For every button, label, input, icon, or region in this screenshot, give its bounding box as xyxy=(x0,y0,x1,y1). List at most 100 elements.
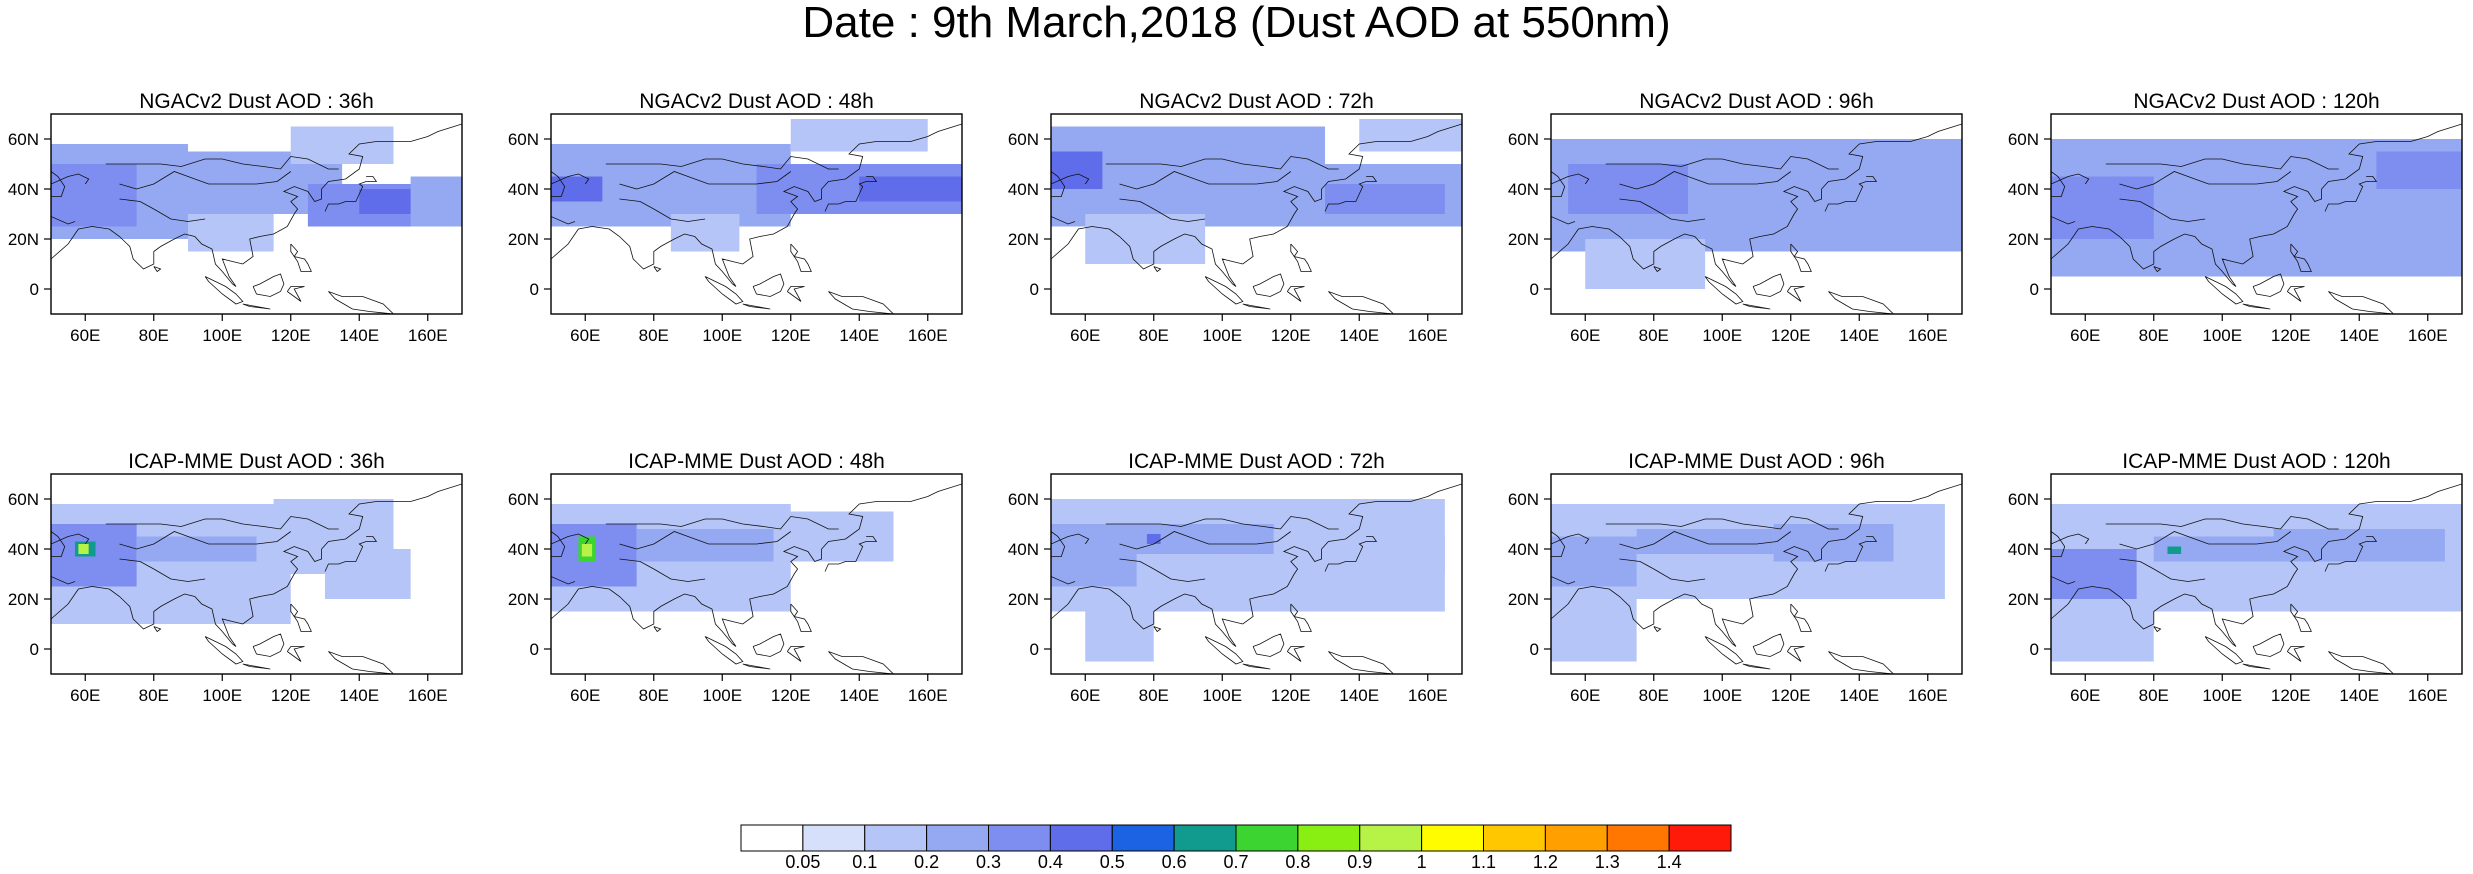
coastline xyxy=(551,173,590,185)
coastline xyxy=(2051,173,2090,185)
aod-map: 60N 40N 20N 0 60E 80E 100E 120E 140E 160E xyxy=(1508,113,1963,345)
colorbar-level-label: 0.05 xyxy=(785,852,821,872)
coastline xyxy=(619,171,792,190)
coastline xyxy=(1051,531,1066,557)
lat-tick-label: 0 xyxy=(30,640,39,659)
aod-map: 60N 40N 20N 0 60E 80E 100E 120E 140E 160E xyxy=(2008,113,2463,345)
coastline xyxy=(290,603,312,632)
coastline xyxy=(551,533,590,545)
colorbar-swatch xyxy=(1483,824,1546,852)
coastline xyxy=(2051,171,2066,197)
aod-cell xyxy=(636,529,774,562)
coastline xyxy=(1752,273,1785,297)
colorbar-swatch xyxy=(1544,824,1608,852)
lat-tick-label: 60N xyxy=(1508,490,1539,509)
lon-tick-label: 80E xyxy=(2139,326,2169,345)
coastline xyxy=(1051,173,1090,185)
lon-tick-label: 160E xyxy=(408,686,448,705)
coastline xyxy=(1551,576,1576,585)
lon-tick-label: 60E xyxy=(2070,326,2100,345)
map-panel: NGACv2 Dust AOD : 48h 60N 40N 20N 0 60E 80E 100… xyxy=(501,90,963,380)
coastline xyxy=(2324,176,2378,212)
lat-tick-label: 20N xyxy=(508,230,539,249)
coastline xyxy=(2204,636,2244,665)
aod-cell xyxy=(1568,164,1688,214)
aod-cell xyxy=(2051,549,2137,599)
coastline xyxy=(790,603,812,632)
coastline xyxy=(153,626,162,633)
coastline xyxy=(1619,171,1792,190)
coastline xyxy=(119,558,206,582)
coastline xyxy=(2119,171,2292,190)
coastline xyxy=(252,633,285,657)
aod-map: 60N 40N 20N 0 60E 80E 100E 120E 140E 160E xyxy=(1008,113,1463,345)
lon-tick-label: 80E xyxy=(139,686,169,705)
aod-cell xyxy=(51,164,137,227)
colorbar-swatch xyxy=(1049,824,1113,852)
colorbar-swatch xyxy=(1173,824,1237,852)
aod-cell xyxy=(790,119,928,152)
coastline xyxy=(119,198,206,222)
lon-tick-label: 100E xyxy=(1702,686,1742,705)
lon-tick-label: 80E xyxy=(1139,326,1169,345)
coastline xyxy=(1742,303,1771,310)
coastline xyxy=(2242,663,2271,670)
aod-cell xyxy=(1773,524,1894,562)
aod-cell xyxy=(188,214,274,252)
lon-tick-label: 120E xyxy=(271,686,311,705)
coastline xyxy=(2286,286,2305,302)
map-frame xyxy=(550,113,963,315)
lon-tick-label: 120E xyxy=(2271,326,2311,345)
aod-map: 60N 40N 20N 0 60E 80E 100E 120E 140E 160E xyxy=(1508,473,1963,705)
colorbar-level-label: 1.1 xyxy=(1470,852,1497,872)
coastline xyxy=(1551,531,1566,557)
coastline xyxy=(1790,603,1812,632)
aod-cell xyxy=(2376,151,2462,189)
aod-map: 60N 40N 20N 0 60E 80E 100E 120E 140E 160E xyxy=(508,473,963,705)
lat-tick-label: 0 xyxy=(1530,280,1539,299)
map-panel: ICAP-MME Dust AOD : 120h 60N 40N 20N 0 60E 80E… xyxy=(2001,450,2463,740)
aod-map: 60N 40N 20N 0 60E 80E 100E 120E 140E 160E xyxy=(8,473,463,705)
coastline xyxy=(1653,266,1662,273)
lon-tick-label: 140E xyxy=(1839,326,1879,345)
coastline xyxy=(742,663,771,670)
aod-cell xyxy=(2051,611,2154,662)
coastline xyxy=(1551,123,1962,287)
lon-tick-label: 120E xyxy=(1771,686,1811,705)
coastline xyxy=(704,636,744,665)
lat-tick-label: 40N xyxy=(1508,540,1539,559)
coastline xyxy=(1828,651,1895,674)
lon-tick-label: 160E xyxy=(408,326,448,345)
colorbar-level-label: 1.4 xyxy=(1656,852,1682,872)
colorbar-swatch xyxy=(1421,824,1484,852)
lon-tick-label: 120E xyxy=(771,686,811,705)
coastline xyxy=(324,176,378,212)
coastline xyxy=(1328,291,1395,314)
coastline xyxy=(51,173,90,185)
panel-title: NGACv2 Dust AOD : 120h xyxy=(2133,90,2380,113)
coastline xyxy=(2051,123,2462,287)
aod-cell xyxy=(1290,536,1445,574)
lon-tick-label: 160E xyxy=(1908,326,1948,345)
aod-cell xyxy=(2051,176,2154,239)
coastline xyxy=(828,291,895,314)
lon-tick-label: 140E xyxy=(339,686,379,705)
colorbar-swatch xyxy=(1235,824,1299,852)
coastline xyxy=(2290,603,2312,632)
coastline xyxy=(551,531,566,557)
coastline xyxy=(2051,483,2462,647)
panel-title: NGACv2 Dust AOD : 36h xyxy=(139,90,374,113)
coastline xyxy=(551,483,962,647)
aod-cell xyxy=(1688,151,1825,189)
map-frame xyxy=(1050,473,1463,675)
lat-tick-label: 60N xyxy=(2008,490,2039,509)
lat-tick-label: 0 xyxy=(2030,280,2039,299)
coastline xyxy=(51,171,66,197)
colorbar-level-label: 0.5 xyxy=(1099,852,1125,872)
colorbar-level-label: 0.3 xyxy=(975,852,1002,872)
coastline xyxy=(1704,636,1744,665)
coastline xyxy=(2051,216,2076,225)
aod-cell xyxy=(290,126,394,164)
coastline xyxy=(324,536,378,572)
lon-tick-label: 80E xyxy=(1139,686,1169,705)
